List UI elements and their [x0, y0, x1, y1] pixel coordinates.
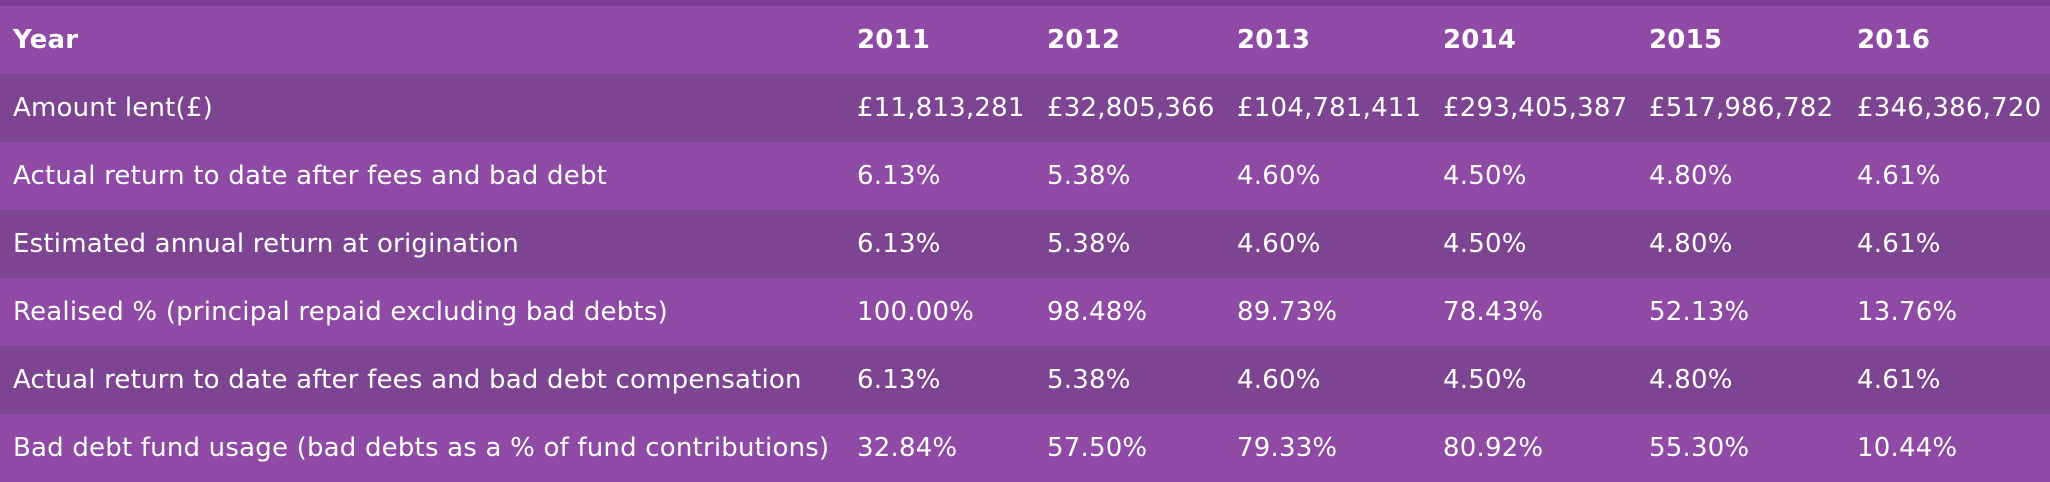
- table-cell: 6.13%: [857, 229, 941, 259]
- table-cell: 80.92%: [1443, 433, 1544, 463]
- table-row: Actual return to date after fees and bad…: [0, 142, 2050, 210]
- header-cell-2015: 2015: [1649, 25, 1723, 55]
- table-cell: £104,781,411: [1237, 93, 1422, 123]
- row-label: Estimated annual return at origination: [13, 229, 519, 259]
- table-cell: 4.80%: [1649, 365, 1733, 395]
- table-cell: 4.80%: [1649, 161, 1733, 191]
- table-cell: 6.13%: [857, 365, 941, 395]
- table-cell: 79.33%: [1237, 433, 1338, 463]
- header-cell-2012: 2012: [1047, 25, 1121, 55]
- header-cell-2014: 2014: [1443, 25, 1517, 55]
- table-cell: 32.84%: [857, 433, 958, 463]
- table-cell: £517,986,782: [1649, 93, 1834, 123]
- table-cell: 5.38%: [1047, 365, 1131, 395]
- table-row: Actual return to date after fees and bad…: [0, 346, 2050, 414]
- table-row: Realised % (principal repaid excluding b…: [0, 278, 2050, 346]
- table-cell: £346,386,720: [1857, 93, 2042, 123]
- table-cell: 5.38%: [1047, 161, 1131, 191]
- table-cell: 4.60%: [1237, 161, 1321, 191]
- table-cell: 100.00%: [857, 297, 975, 327]
- table-row: Estimated annual return at origination 6…: [0, 210, 2050, 278]
- table-cell: 4.80%: [1649, 229, 1733, 259]
- table-cell: 57.50%: [1047, 433, 1148, 463]
- top-band: [0, 0, 2050, 6]
- table-cell: 4.50%: [1443, 161, 1527, 191]
- table-cell: 4.60%: [1237, 229, 1321, 259]
- table-cell: 4.50%: [1443, 365, 1527, 395]
- table-cell: 4.60%: [1237, 365, 1321, 395]
- header-cell-2016: 2016: [1857, 25, 1931, 55]
- returns-table: Year 2011 2012 2013 2014 2015 2016 Amoun…: [0, 6, 2050, 482]
- table-cell: 4.61%: [1857, 229, 1941, 259]
- table-cell: 13.76%: [1857, 297, 1958, 327]
- table-cell: 4.61%: [1857, 365, 1941, 395]
- row-label: Actual return to date after fees and bad…: [13, 161, 608, 191]
- table-cell: 6.13%: [857, 161, 941, 191]
- table-cell: £11,813,281: [857, 93, 1025, 123]
- table-cell: £293,405,387: [1443, 93, 1628, 123]
- row-label: Actual return to date after fees and bad…: [13, 365, 802, 395]
- table-cell: 5.38%: [1047, 229, 1131, 259]
- header-cell-2013: 2013: [1237, 25, 1311, 55]
- table-cell: 55.30%: [1649, 433, 1750, 463]
- table-header-row: Year 2011 2012 2013 2014 2015 2016: [0, 6, 2050, 74]
- header-cell-2011: 2011: [857, 25, 931, 55]
- table-cell: 52.13%: [1649, 297, 1750, 327]
- table-row: Amount lent(£) £11,813,281 £32,805,366 £…: [0, 74, 2050, 142]
- table-cell: 10.44%: [1857, 433, 1958, 463]
- table-cell: 4.61%: [1857, 161, 1941, 191]
- table-cell: £32,805,366: [1047, 93, 1215, 123]
- row-label: Realised % (principal repaid excluding b…: [13, 297, 668, 327]
- table-row: Bad debt fund usage (bad debts as a % of…: [0, 414, 2050, 482]
- table-cell: 98.48%: [1047, 297, 1148, 327]
- table-cell: 4.50%: [1443, 229, 1527, 259]
- table-cell: 78.43%: [1443, 297, 1544, 327]
- table-cell: 89.73%: [1237, 297, 1338, 327]
- row-label: Bad debt fund usage (bad debts as a % of…: [13, 433, 830, 463]
- row-label: Amount lent(£): [13, 93, 213, 123]
- header-cell-year: Year: [13, 25, 79, 55]
